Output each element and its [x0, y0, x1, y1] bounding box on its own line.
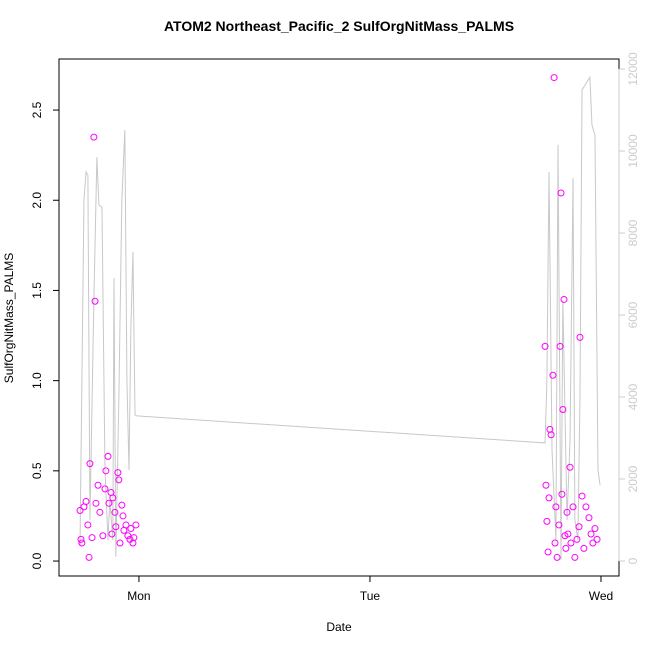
- y-tick-label: 2.5: [30, 101, 44, 118]
- point: [575, 523, 583, 531]
- point: [562, 544, 570, 552]
- point: [85, 553, 93, 561]
- y2-tick-label: 12000: [626, 52, 640, 86]
- point: [569, 503, 577, 511]
- point: [549, 371, 557, 379]
- y-tick-label: 0.5: [30, 462, 44, 479]
- point: [115, 476, 123, 484]
- point: [552, 503, 560, 511]
- point: [116, 539, 124, 547]
- point: [576, 333, 584, 341]
- point: [112, 523, 120, 531]
- point: [114, 469, 122, 477]
- point: [104, 452, 112, 460]
- point: [558, 490, 566, 498]
- point: [564, 530, 572, 538]
- point: [90, 133, 98, 141]
- point: [96, 508, 104, 516]
- point: [92, 499, 100, 507]
- point: [108, 530, 116, 538]
- line: [79, 75, 601, 561]
- point: [547, 431, 555, 439]
- x-tick-label: Tue: [360, 589, 381, 603]
- point: [555, 521, 563, 529]
- y-axis-label: SulfOrgNitMass_PALMS: [2, 253, 16, 383]
- point: [82, 497, 90, 505]
- point: [86, 460, 94, 468]
- point: [122, 521, 130, 529]
- y2-tick-label: 4000: [626, 383, 640, 410]
- point: [571, 553, 579, 561]
- point: [132, 521, 140, 529]
- point: [91, 297, 99, 305]
- y2-tick-label: 0: [626, 557, 640, 564]
- point: [553, 553, 561, 561]
- point: [563, 508, 571, 516]
- point: [94, 481, 102, 489]
- point: [542, 481, 550, 489]
- point: [550, 74, 558, 82]
- point: [573, 535, 581, 543]
- point: [544, 548, 552, 556]
- point: [127, 525, 135, 533]
- point: [557, 189, 565, 197]
- point: [118, 501, 126, 509]
- point: [102, 467, 110, 475]
- point: [101, 485, 109, 493]
- y-tick-label: 1.0: [30, 372, 44, 389]
- point: [567, 539, 575, 547]
- point: [551, 539, 559, 547]
- point: [119, 512, 127, 520]
- point: [99, 532, 107, 540]
- point: [593, 535, 601, 543]
- point: [589, 539, 597, 547]
- y-tick-label: 0.0: [30, 552, 44, 569]
- point: [130, 534, 138, 542]
- point: [124, 532, 132, 540]
- y-tick-label: 1.5: [30, 282, 44, 299]
- point: [77, 535, 85, 543]
- point: [582, 503, 590, 511]
- point: [545, 494, 553, 502]
- point: [556, 342, 564, 350]
- point: [591, 525, 599, 533]
- point: [560, 295, 568, 303]
- point: [578, 492, 586, 500]
- point: [543, 517, 551, 525]
- point: [105, 499, 113, 507]
- point: [566, 463, 574, 471]
- point: [585, 514, 593, 522]
- y2-tick-label: 6000: [626, 301, 640, 328]
- point: [541, 342, 549, 350]
- point: [76, 507, 84, 515]
- point: [587, 530, 595, 538]
- y-tick-label: 2.0: [30, 192, 44, 209]
- point: [84, 521, 92, 529]
- point: [559, 405, 567, 413]
- x-tick-label: Mon: [127, 589, 150, 603]
- chart-title: ATOM2 Northeast_Pacific_2 SulfOrgNitMass…: [164, 18, 514, 34]
- x-axis-label: Date: [326, 620, 352, 634]
- y2-tick-label: 8000: [626, 219, 640, 246]
- y2-tick-label: 2000: [626, 465, 640, 492]
- x-tick-label: Wed: [589, 589, 613, 603]
- plot-frame: [58, 58, 620, 577]
- point: [580, 544, 588, 552]
- point: [111, 508, 119, 516]
- y2-tick-label: 10000: [626, 134, 640, 168]
- point: [88, 534, 96, 542]
- point: [78, 539, 86, 547]
- point: [109, 494, 117, 502]
